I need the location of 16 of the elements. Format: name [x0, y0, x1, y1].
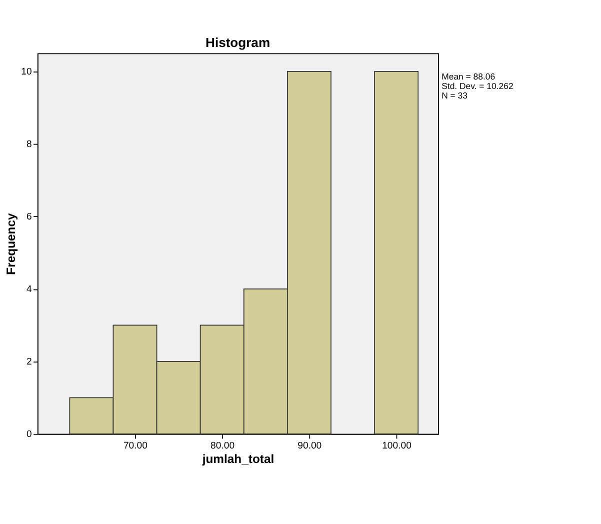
y-tick-label: 6	[26, 211, 32, 222]
y-tick-label: 0	[26, 428, 32, 440]
y-tick-label: 10	[21, 66, 32, 78]
y-tick-label: 4	[26, 284, 32, 295]
x-axis-title: jumlah_total	[201, 452, 274, 466]
y-axis-title: Frequency	[4, 212, 18, 275]
text: Mean = 88.06	[442, 71, 496, 82]
x-tick-label: 80.00	[210, 440, 235, 452]
x-tick-label: 90.00	[298, 440, 322, 452]
y-tick-label: 8	[26, 138, 32, 150]
y-tick-label: 2	[26, 356, 32, 368]
x-tick-label: 70.00	[123, 440, 148, 452]
text: N = 33	[442, 90, 468, 101]
x-tick-label: 100.00	[382, 440, 412, 452]
chart-title: Histogram	[206, 35, 270, 50]
text: Std. Dev. = 10.262	[442, 80, 514, 91]
